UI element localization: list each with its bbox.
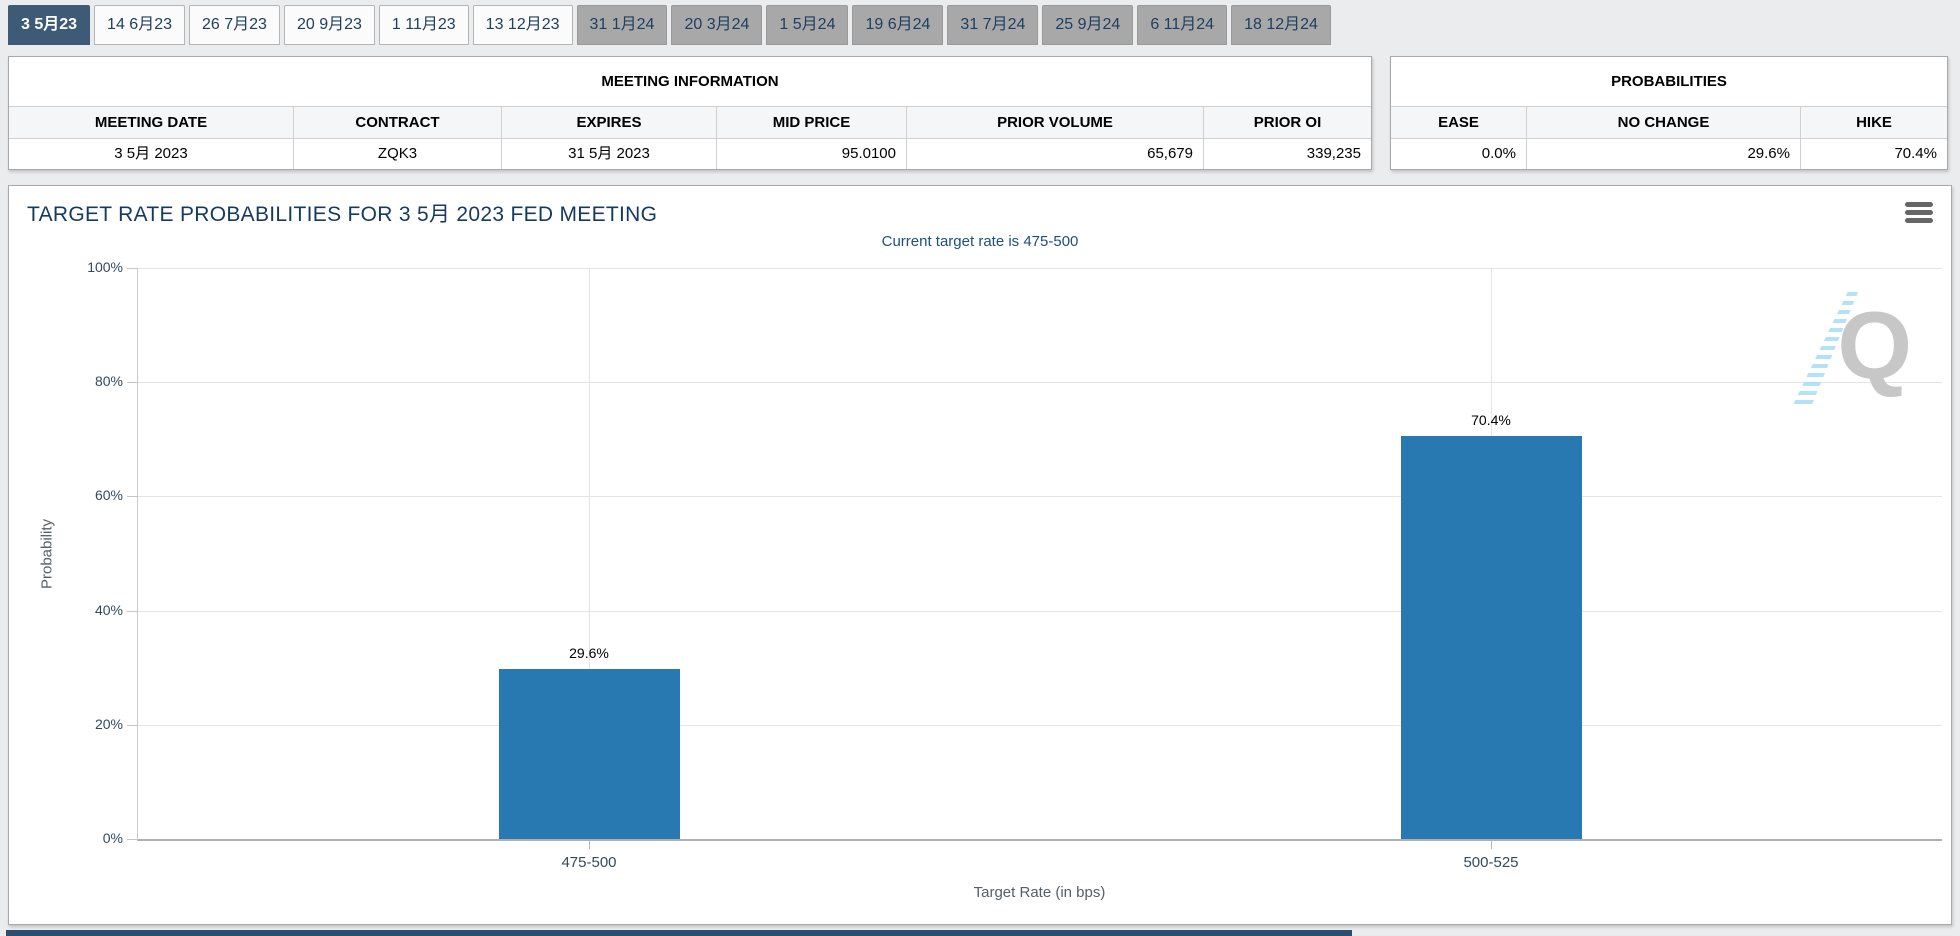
probabilities-data-row: 0.0% 29.6% 70.4%	[1391, 139, 1947, 169]
x-tick	[1491, 841, 1492, 849]
contract-value: ZQK3	[293, 139, 501, 169]
col-header-mid-price: MID PRICE	[716, 107, 906, 138]
probabilities-panel: PROBABILITIES EASE NO CHANGE HIKE 0.0% 2…	[1390, 56, 1948, 170]
prior-oi-value: 339,235	[1203, 139, 1371, 169]
chart-title: TARGET RATE PROBABILITIES FOR 3 5月 2023 …	[27, 203, 658, 226]
tab-meeting-2024-03-20[interactable]: 20 3月24	[671, 5, 763, 45]
y-axis-label: 60%	[94, 487, 123, 504]
tab-meeting-2024-11-06[interactable]: 6 11月24	[1137, 5, 1228, 45]
gridline	[138, 382, 1942, 384]
y-tick	[127, 839, 138, 840]
ease-value: 0.0%	[1481, 145, 1516, 162]
y-axis-label: 80%	[94, 373, 123, 390]
gridline	[589, 268, 590, 839]
tab-meeting-2023-05-03[interactable]: 3 5月23	[8, 5, 91, 45]
col-header-contract: CONTRACT	[293, 107, 501, 138]
chart-subtitle: Current target rate is 475-500	[881, 233, 1079, 250]
bar-475-500[interactable]	[499, 669, 680, 839]
meeting-information-header-row: MEETING DATE CONTRACT EXPIRES MID PRICE …	[9, 107, 1371, 139]
tab-meeting-2023-07-26[interactable]: 26 7月23	[189, 5, 280, 45]
watermark-swoosh-icon	[1791, 292, 1858, 408]
col-header-hike: HIKE	[1800, 107, 1947, 138]
col-header-prior-volume: PRIOR VOLUME	[906, 107, 1203, 138]
gridline	[138, 610, 1942, 612]
x-tick	[589, 841, 590, 849]
meeting-date-tabs: 3 5月23 14 6月23 26 7月23 20 9月23 1 11月23 1…	[8, 5, 1331, 45]
bar-500-525[interactable]	[1401, 435, 1582, 839]
watermark-q-logo: Q	[1837, 292, 1912, 399]
next-section-top-edge	[6, 930, 1352, 936]
tab-meeting-2024-07-31[interactable]: 31 7月24	[947, 5, 1039, 45]
col-header-no-change: NO CHANGE	[1526, 107, 1800, 138]
x-axis-label: 475-500	[561, 854, 617, 871]
mid-price-value: 95.0100	[716, 139, 906, 169]
tab-meeting-2023-12-13[interactable]: 13 12月23	[472, 5, 573, 45]
chart-plot-area: 100% 80% 60% 40% 20% 0% 29.6% 70.4% 475-…	[87, 259, 1942, 871]
tab-meeting-2023-11-01[interactable]: 1 11月23	[378, 5, 469, 45]
tab-meeting-2024-09-25[interactable]: 25 9月24	[1042, 5, 1134, 45]
y-axis-label: 100%	[87, 259, 123, 275]
meeting-information-data-row: 3 5月 2023 ZQK3 31 5月 2023 95.0100 65,679…	[9, 139, 1371, 169]
tab-meeting-2024-06-19[interactable]: 19 6月24	[852, 5, 944, 45]
target-rate-chart-panel: TARGET RATE PROBABILITIES FOR 3 5月 2023 …	[8, 185, 1952, 925]
expires-value: 31 5月 2023	[501, 139, 716, 169]
quikstrike-watermark: Q	[1778, 292, 1918, 410]
no-change-value: 29.6%	[1526, 139, 1800, 169]
y-tick	[127, 496, 138, 498]
tab-meeting-2024-12-18[interactable]: 18 12月24	[1231, 5, 1331, 45]
probabilities-title: PROBABILITIES	[1391, 57, 1947, 107]
y-axis-label: 40%	[94, 601, 123, 618]
gridline	[138, 268, 1942, 269]
meeting-information-title: MEETING INFORMATION	[9, 57, 1371, 107]
x-axis-title: Target Rate (in bps)	[973, 884, 1106, 901]
hike-value: 70.4%	[1800, 139, 1947, 169]
y-tick	[127, 610, 138, 612]
col-header-expires: EXPIRES	[501, 107, 716, 138]
col-header-prior-oi: PRIOR OI	[1203, 107, 1371, 138]
y-tick	[127, 382, 138, 384]
col-header-ease: EASE	[1438, 114, 1479, 131]
bar-data-label: 29.6%	[569, 645, 609, 662]
y-axis-label: 20%	[94, 715, 123, 732]
col-header-meeting-date: MEETING DATE	[94, 114, 208, 131]
y-tick	[127, 268, 138, 269]
bar-data-label: 70.4%	[1471, 411, 1511, 428]
chart-export-menu-icon[interactable]	[1905, 202, 1933, 224]
tab-meeting-2024-01-31[interactable]: 31 1月24	[576, 5, 668, 45]
probabilities-header-row: EASE NO CHANGE HIKE	[1391, 107, 1947, 139]
prior-volume-value: 65,679	[906, 139, 1203, 169]
meeting-date-value: 3 5月 2023	[114, 145, 188, 162]
tab-meeting-2023-09-20[interactable]: 20 9月23	[283, 5, 375, 45]
y-axis-title: Probability	[38, 518, 56, 590]
gridline	[138, 724, 1942, 726]
y-axis-label: 0%	[102, 830, 123, 846]
tab-meeting-2023-06-14[interactable]: 14 6月23	[94, 5, 185, 45]
y-tick	[127, 724, 138, 726]
gridline	[138, 496, 1942, 498]
tab-meeting-2024-05-01[interactable]: 1 5月24	[766, 5, 849, 45]
meeting-information-panel: MEETING INFORMATION MEETING DATE CONTRAC…	[8, 56, 1372, 170]
x-axis-label: 500-525	[1463, 854, 1519, 871]
